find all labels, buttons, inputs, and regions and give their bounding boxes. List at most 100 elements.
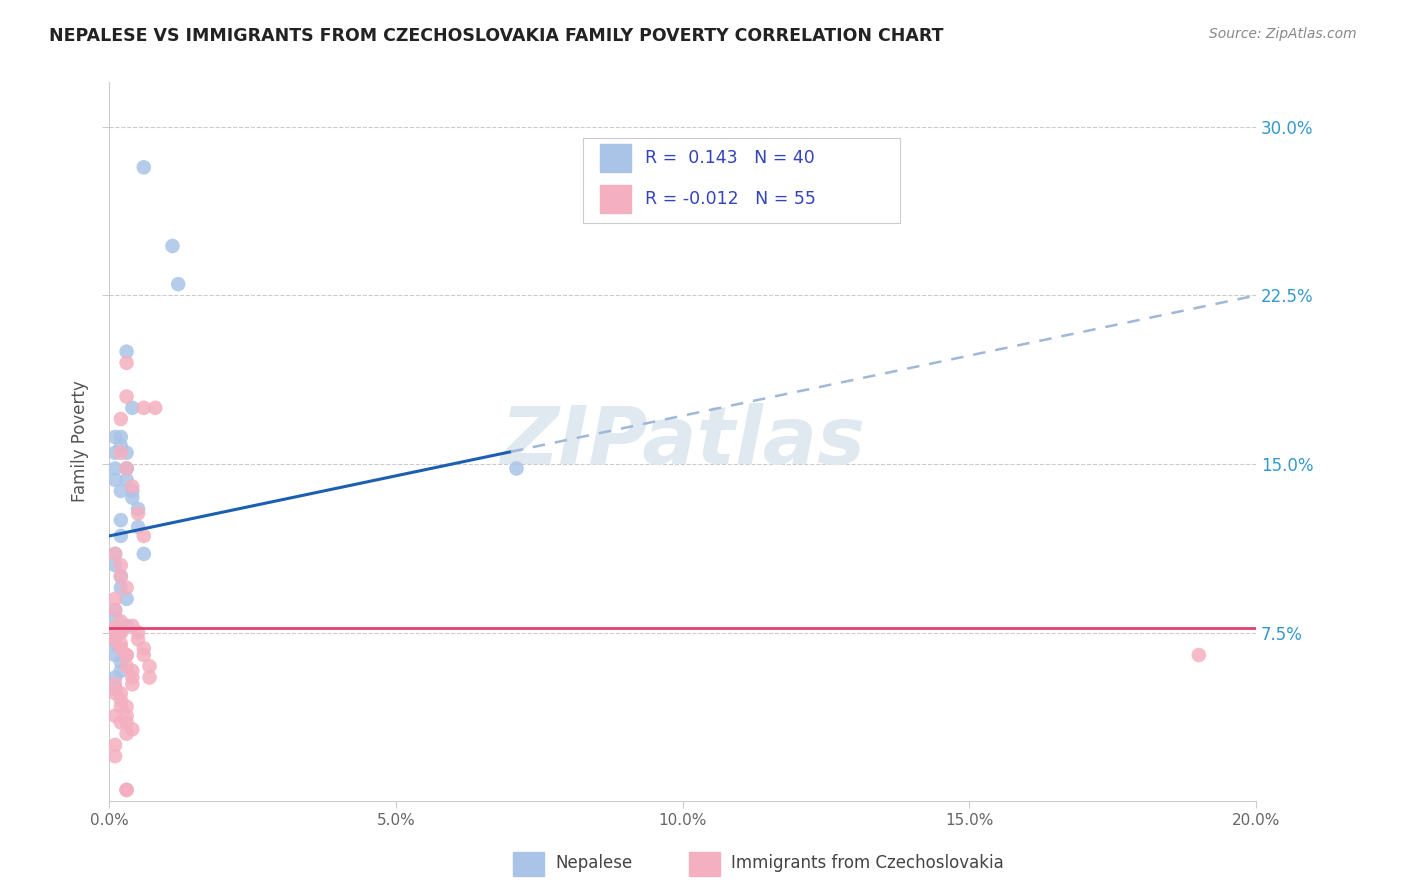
Point xyxy=(104,603,127,617)
Point xyxy=(104,632,127,647)
Point xyxy=(121,483,143,498)
Point xyxy=(132,641,155,656)
Text: R = -0.012   N = 55: R = -0.012 N = 55 xyxy=(645,190,817,208)
Point xyxy=(115,648,138,662)
Point xyxy=(110,625,132,640)
Point xyxy=(115,708,138,723)
Point xyxy=(104,749,127,764)
Point xyxy=(104,591,127,606)
Point xyxy=(115,473,138,487)
Point xyxy=(505,461,527,475)
Point xyxy=(104,630,127,644)
Point xyxy=(121,491,143,505)
Point xyxy=(104,473,127,487)
Point xyxy=(104,558,127,573)
Point xyxy=(121,619,143,633)
Point xyxy=(104,547,127,561)
Point xyxy=(110,655,132,669)
Point xyxy=(115,344,138,359)
Point xyxy=(143,401,166,415)
Point xyxy=(115,390,138,404)
Text: NEPALESE VS IMMIGRANTS FROM CZECHOSLOVAKIA FAMILY POVERTY CORRELATION CHART: NEPALESE VS IMMIGRANTS FROM CZECHOSLOVAK… xyxy=(49,27,943,45)
Point xyxy=(127,502,149,516)
Point xyxy=(104,610,127,624)
Point xyxy=(115,356,138,370)
Point xyxy=(115,461,138,475)
Point xyxy=(104,632,127,647)
Point xyxy=(104,681,127,696)
Point xyxy=(115,727,138,741)
Point xyxy=(110,641,132,656)
Point xyxy=(110,664,132,678)
Point xyxy=(115,648,138,662)
Point xyxy=(138,659,160,673)
Point xyxy=(110,637,132,651)
Point xyxy=(104,637,127,651)
Point xyxy=(127,625,149,640)
Point xyxy=(104,677,127,691)
Point xyxy=(115,659,138,673)
Point xyxy=(110,699,132,714)
Point xyxy=(104,621,127,635)
Point xyxy=(110,513,132,527)
Text: ZIPatlas: ZIPatlas xyxy=(501,402,865,481)
Text: R =  0.143   N = 40: R = 0.143 N = 40 xyxy=(645,149,815,167)
Point xyxy=(115,581,138,595)
Point xyxy=(110,439,132,453)
Point xyxy=(110,693,132,707)
Point xyxy=(115,461,138,475)
Point xyxy=(104,446,127,460)
Text: Nepalese: Nepalese xyxy=(555,854,633,871)
Point xyxy=(115,461,138,475)
Point xyxy=(115,783,138,797)
Point xyxy=(104,547,127,561)
Point xyxy=(127,507,149,521)
Point xyxy=(132,648,155,662)
Point xyxy=(104,708,127,723)
Text: Immigrants from Czechoslovakia: Immigrants from Czechoslovakia xyxy=(731,854,1004,871)
Point xyxy=(121,401,143,415)
Point xyxy=(110,446,132,460)
Point xyxy=(115,591,138,606)
Point xyxy=(115,783,138,797)
Point xyxy=(104,648,127,662)
Point xyxy=(115,446,138,460)
Point xyxy=(1188,648,1211,662)
Point xyxy=(121,664,143,678)
Point xyxy=(104,671,127,685)
Point xyxy=(110,569,132,583)
Point xyxy=(121,671,143,685)
Point xyxy=(104,738,127,752)
Point xyxy=(110,430,132,444)
Point xyxy=(104,461,127,475)
Point xyxy=(104,430,127,444)
Point xyxy=(110,581,132,595)
Point xyxy=(104,621,127,635)
Point xyxy=(110,569,132,583)
Point xyxy=(132,161,155,175)
Point xyxy=(132,401,155,415)
Point xyxy=(138,671,160,685)
Point xyxy=(110,615,132,629)
Point xyxy=(132,529,155,543)
Text: Source: ZipAtlas.com: Source: ZipAtlas.com xyxy=(1209,27,1357,41)
Point xyxy=(162,239,184,253)
Point xyxy=(104,686,127,700)
Y-axis label: Family Poverty: Family Poverty xyxy=(72,381,89,502)
Point xyxy=(121,677,143,691)
Point xyxy=(121,479,143,493)
Point xyxy=(127,520,149,534)
Point xyxy=(127,632,149,647)
Point xyxy=(110,715,132,730)
Point xyxy=(110,529,132,543)
Point xyxy=(110,558,132,573)
Point xyxy=(115,715,138,730)
Point xyxy=(167,277,190,292)
Point xyxy=(110,686,132,700)
Point xyxy=(104,625,127,640)
Point xyxy=(115,699,138,714)
Point xyxy=(110,625,132,640)
Point xyxy=(121,723,143,737)
Point xyxy=(132,547,155,561)
Point xyxy=(115,619,138,633)
